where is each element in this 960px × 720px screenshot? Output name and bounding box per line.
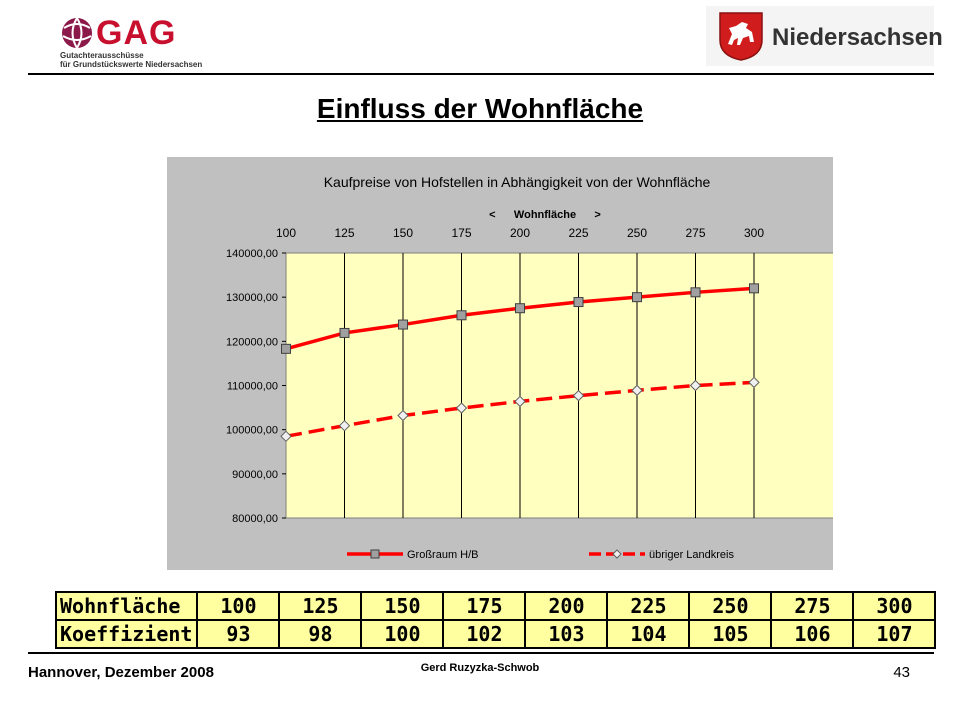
data-point-diamond — [338, 419, 351, 432]
data-point-square — [398, 319, 408, 330]
x-tick-label: 175 — [451, 226, 471, 240]
plot-area — [285, 252, 833, 519]
y-tick-label: 100000,00 — [226, 425, 278, 437]
x-tick-label: 150 — [393, 226, 413, 240]
data-point-diamond — [514, 395, 526, 408]
niedersachsen-logo: Niedersachsen — [706, 6, 943, 66]
data-point-square — [456, 310, 467, 321]
legend-label-1: Großraum H/B — [407, 549, 479, 561]
gag-logo: GAG Gutachterausschüsse für Grundstücksw… — [60, 12, 210, 70]
x-tick-label: 300 — [744, 226, 764, 240]
data-point-square — [515, 303, 525, 314]
table-cell: 107 — [852, 619, 937, 649]
data-point-diamond — [280, 430, 292, 442]
y-tick-label: 80000,00 — [232, 513, 278, 525]
x-tick-label: 125 — [334, 226, 354, 240]
data-point-square — [690, 287, 701, 298]
data-point-diamond — [572, 389, 585, 402]
coefficient-table: Wohnfläche 100 125 150 175 200 225 250 275 300 Koe… — [54, 591, 937, 649]
legend-marker-diamond — [612, 549, 622, 559]
table-cell: 100 — [196, 591, 281, 621]
top-axis-label: < Wohnfläche > — [489, 209, 601, 221]
legend-label-2: übriger Landkreis — [649, 549, 734, 561]
gag-globe-icon — [62, 17, 92, 49]
gag-logo-text: GAG — [96, 14, 177, 52]
footer-divider — [28, 652, 934, 654]
data-point-diamond — [455, 402, 468, 414]
table-cell: 200 — [524, 591, 609, 621]
chart-title: Kaufpreise von Hofstellen in Abhängigkei… — [324, 174, 711, 190]
data-point-diamond — [748, 376, 760, 389]
table-row-header: Koeffizient — [54, 619, 199, 649]
footer-author: Gerd Ruzyzka-Schwob — [420, 662, 540, 674]
y-tick-label: 90000,00 — [232, 469, 278, 481]
line-chart: Kaufpreise von Hofstellen in Abhängigkei… — [226, 174, 833, 561]
table-cell: 106 — [770, 619, 855, 649]
y-tick-label: 140000,00 — [226, 248, 278, 260]
x-tick-label: 250 — [627, 226, 647, 240]
footer-location-date: Hannover, Dezember 2008 — [28, 664, 214, 681]
data-point-square — [573, 297, 584, 308]
x-tick-label: 100 — [276, 226, 296, 240]
table-row-header: Wohnfläche — [54, 591, 199, 621]
table-cell: 105 — [688, 619, 773, 649]
data-point-square — [339, 327, 350, 338]
table-cell: 125 — [278, 591, 363, 621]
page-number: 43 — [893, 664, 910, 681]
table-cell: 250 — [688, 591, 773, 621]
y-tick-label: 130000,00 — [226, 292, 278, 304]
chart-area: Kaufpreise von Hofstellen in Abhängigkei… — [167, 157, 833, 570]
table-cell: 175 — [442, 591, 527, 621]
table-row: Wohnfläche 100 125 150 175 200 225 250 275 300 — [54, 591, 937, 621]
y-tick-label: 110000,00 — [227, 381, 278, 393]
table-cell: 275 — [770, 591, 855, 621]
table-cell: 100 — [360, 619, 445, 649]
data-point-diamond — [689, 379, 702, 392]
table-cell: 103 — [524, 619, 609, 649]
table-cell: 98 — [278, 619, 363, 649]
horse-crest-icon — [719, 12, 763, 61]
data-point-square — [632, 292, 642, 303]
gag-subtitle-2: für Grundstückswerte Niedersachsen — [60, 60, 203, 69]
legend-marker-square — [370, 549, 380, 559]
header-divider — [28, 73, 934, 75]
page-title: Einfluss der Wohnfläche — [316, 93, 644, 124]
data-point-square — [281, 343, 291, 354]
x-tick-label: 225 — [568, 226, 588, 240]
data-point-square — [749, 283, 759, 294]
data-point-diamond — [631, 384, 643, 397]
table-cell: 104 — [606, 619, 691, 649]
table-row: Koeffizient 93 98 100 102 103 104 105 106 107 — [54, 619, 937, 649]
table-cell: 150 — [360, 591, 445, 621]
table-cell: 225 — [606, 591, 691, 621]
gag-subtitle-1: Gutachterausschüsse — [60, 51, 144, 60]
y-tick-label: 120000,00 — [226, 336, 278, 348]
data-point-diamond — [397, 409, 409, 422]
table-cell: 93 — [196, 619, 281, 649]
x-tick-label: 200 — [510, 226, 530, 240]
ns-logo-text: Niedersachsen — [772, 24, 943, 51]
table-cell: 102 — [442, 619, 527, 649]
table-cell: 300 — [852, 591, 937, 621]
x-tick-label: 275 — [685, 226, 705, 240]
